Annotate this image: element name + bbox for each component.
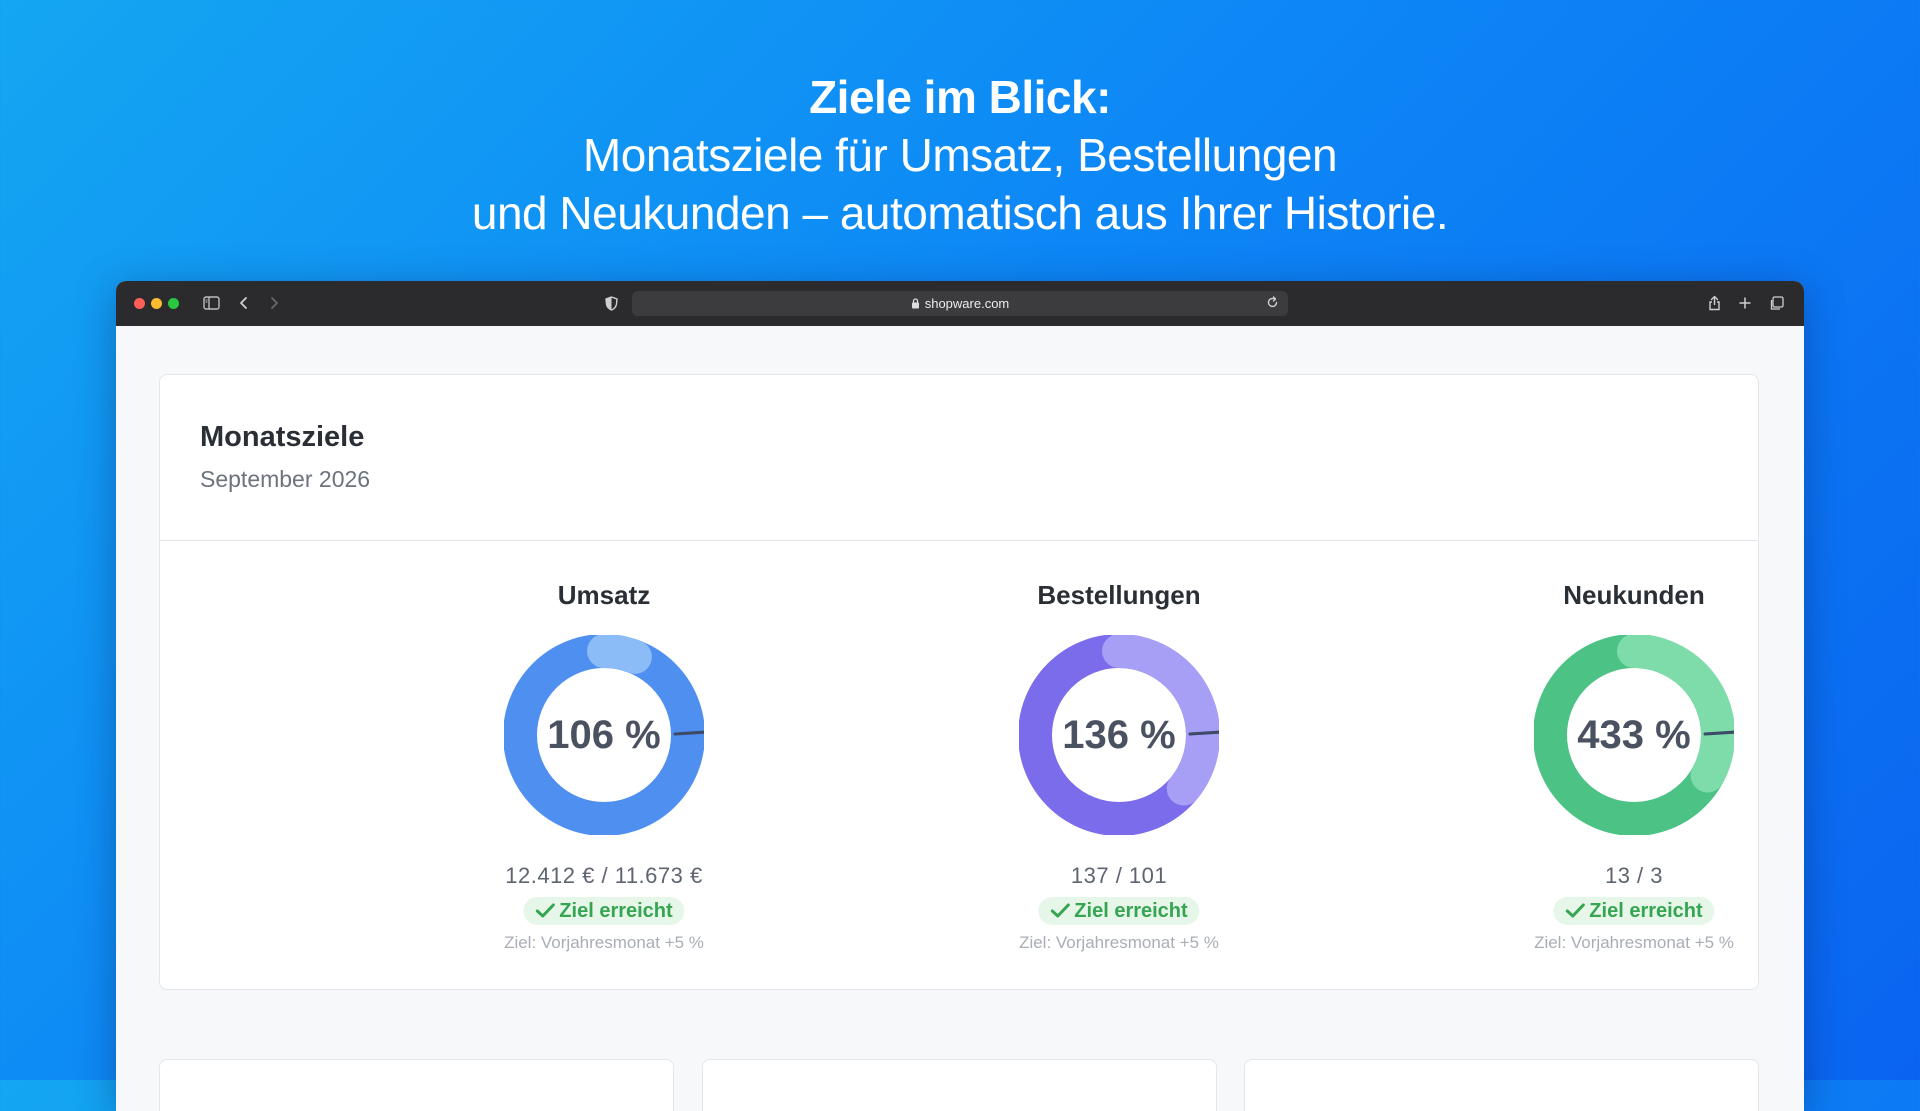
headline: Ziele im Blick: Monatsziele für Umsatz, …: [0, 68, 1920, 242]
goal-amount: 13 / 3: [1604, 863, 1664, 888]
zoom-window-button[interactable]: [168, 298, 179, 309]
back-icon[interactable]: [236, 290, 252, 316]
status-badge: Ziel erreicht: [523, 897, 685, 925]
reload-icon[interactable]: [1266, 296, 1279, 312]
url-text: shopware.com: [924, 296, 1010, 311]
target-marker: [673, 730, 704, 736]
progress-donut: [1534, 635, 1734, 835]
card-title: Monatsziele: [200, 421, 365, 453]
share-icon[interactable]: [1705, 290, 1723, 316]
overflow-arc: [1102, 635, 1219, 806]
headline-line-1: Ziele im Blick:: [809, 71, 1111, 123]
status-label: Ziel erreicht: [1074, 899, 1188, 922]
goal-note: Ziel: Vorjahresmonat +5 %: [504, 933, 704, 952]
secondary-card-3: [1244, 1059, 1759, 1111]
monthly-goals-card: Monatsziele September 2026 Umsatz 106 % …: [159, 374, 1759, 990]
secondary-card-2: [702, 1059, 1217, 1111]
goal-percent: 433 %: [1577, 713, 1691, 757]
tabs-icon[interactable]: [1767, 290, 1785, 316]
close-window-button[interactable]: [134, 298, 145, 309]
goal-amount: 137 / 101: [1070, 863, 1168, 888]
plus-icon[interactable]: [1736, 290, 1754, 316]
status-badge: Ziel erreicht: [1038, 897, 1200, 925]
check-icon: [1050, 903, 1070, 918]
status-label: Ziel erreicht: [559, 899, 673, 922]
status-label: Ziel erreicht: [1589, 899, 1703, 922]
goal-title: Neukunden: [1563, 580, 1705, 610]
lock-icon: [911, 298, 920, 309]
overflow-arc: [1617, 635, 1734, 793]
goal-umsatz: Umsatz 106 % 12.412 € / 11.673 € Ziel er…: [424, 540, 784, 980]
minimize-window-button[interactable]: [151, 298, 162, 309]
forward-icon[interactable]: [266, 290, 282, 316]
page-content: Monatsziele September 2026 Umsatz 106 % …: [116, 326, 1804, 1111]
goal-bestellungen: Bestellungen 136 % 137 / 101 Ziel erreic…: [939, 540, 1299, 980]
goal-percent: 136 %: [1062, 713, 1176, 757]
check-icon: [535, 903, 555, 918]
goal-neukunden: Neukunden 433 % 13 / 3 Ziel erreicht Zie…: [1454, 540, 1804, 980]
browser-window: shopware.com Monatsziele September 2026 …: [116, 281, 1804, 1111]
goal-note: Ziel: Vorjahresmonat +5 %: [1534, 933, 1734, 952]
overflow-arc: [587, 635, 652, 674]
progress-donut: [504, 635, 704, 835]
target-marker: [1703, 730, 1734, 736]
target-marker: [1188, 730, 1219, 736]
card-subtitle: September 2026: [200, 466, 371, 492]
goal-note: Ziel: Vorjahresmonat +5 %: [1019, 933, 1219, 952]
headline-line-3: und Neukunden – automatisch aus Ihrer Hi…: [471, 187, 1449, 239]
card-header: Monatsziele September 2026: [160, 375, 1758, 541]
headline-line-2: Monatsziele für Umsatz, Bestellungen: [582, 129, 1338, 181]
browser-toolbar: shopware.com: [116, 281, 1804, 326]
shield-icon[interactable]: [602, 290, 620, 316]
status-badge: Ziel erreicht: [1553, 897, 1715, 925]
address-bar[interactable]: shopware.com: [632, 291, 1288, 316]
goal-title: Bestellungen: [1037, 580, 1201, 610]
goal-percent: 106 %: [547, 713, 661, 757]
sidebar-icon[interactable]: [200, 290, 222, 316]
goal-title: Umsatz: [557, 580, 651, 610]
check-icon: [1565, 903, 1585, 918]
goal-amount: 12.412 € / 11.673 €: [505, 863, 703, 888]
secondary-card-1: [159, 1059, 674, 1111]
progress-donut: [1019, 635, 1219, 835]
